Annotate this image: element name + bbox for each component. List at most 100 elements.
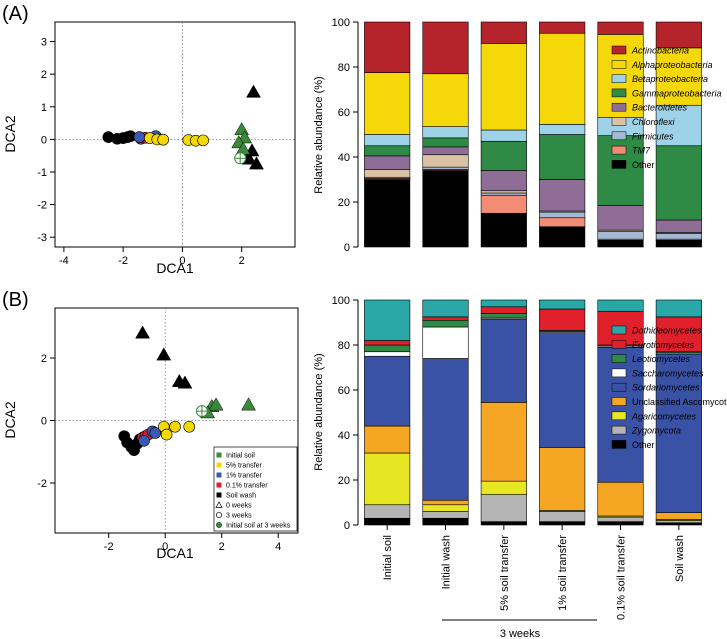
legend-swatch: [611, 397, 627, 406]
bar-segment: [480, 170, 527, 192]
data-point-triangle: [249, 156, 264, 170]
bar-segment: [655, 233, 702, 240]
bar-segment: [655, 145, 702, 221]
bar-segment: [422, 166, 469, 170]
bar-segment: [539, 124, 586, 135]
data-point-circle: [138, 435, 150, 447]
legend-swatch: [611, 340, 627, 349]
bar-segment: [597, 230, 644, 240]
legend-swatch: [611, 145, 627, 155]
legend-label: Firmicutes: [632, 131, 674, 141]
three-weeks-label: 3 weeks: [500, 628, 541, 639]
bar-segment: [597, 521, 644, 526]
bar-segment: [422, 154, 469, 168]
bar-segment: [364, 299, 411, 341]
bar-y-tick-label: 40: [338, 430, 350, 442]
y-tick-label: 0: [41, 416, 47, 428]
bar-segment: [655, 520, 702, 524]
legend-label: TM7: [632, 146, 651, 156]
legend-swatch: [216, 472, 222, 478]
bar-segment: [480, 480, 527, 495]
bar-segment: [364, 340, 411, 346]
bar-segment: [655, 299, 702, 318]
bar-segment: [422, 358, 469, 501]
bar-segment: [422, 146, 469, 156]
y-tick-label: -2: [37, 200, 47, 212]
bar-segment: [364, 72, 411, 135]
bar-segment: [539, 511, 586, 522]
legend-swatch: [611, 425, 627, 435]
bar-segment: [480, 402, 527, 482]
bar-segment: [422, 319, 469, 328]
y-tick-label: 2: [41, 69, 47, 81]
legend-label: Eurotiomycetes: [632, 340, 695, 350]
legend-label: Bacteroidetes: [632, 103, 688, 113]
bar-segment: [364, 504, 411, 519]
legend-label: Actinobacteria: [631, 46, 689, 56]
y-tick-label: 2: [41, 353, 47, 365]
bar-segment: [480, 212, 527, 248]
data-point-triangle: [241, 397, 256, 411]
legend-swatch: [611, 88, 627, 98]
bar-segment: [597, 481, 644, 517]
y-tick-label: 1: [41, 102, 47, 114]
bar-y-tick-label: 80: [338, 340, 350, 352]
legend-swatch: [611, 440, 627, 449]
legend-swatch: [611, 74, 627, 83]
bar-segment: [539, 521, 586, 526]
bar-segment: [597, 205, 644, 231]
data-point-circle: [160, 428, 173, 441]
data-point-circle: [169, 420, 181, 433]
y-axis-label-a: DCA2: [2, 115, 18, 153]
legend-swatch: [611, 60, 627, 69]
bar-segment: [539, 21, 586, 34]
bar-segment: [364, 344, 411, 353]
bar-segment: [597, 299, 644, 312]
bar-y-tick-label: 40: [338, 152, 350, 164]
bar-segment: [480, 43, 527, 131]
x-tick-label: 2: [239, 255, 245, 267]
legend-swatch: [216, 462, 222, 468]
legend-label: Dothideomycetes: [632, 326, 702, 336]
legend-swatch: [611, 160, 627, 169]
x-tick-label: 0: [179, 255, 185, 267]
bar-segment: [655, 239, 702, 248]
legend-label: Other: [632, 440, 655, 450]
legend-swatch: [611, 102, 627, 112]
y-tick-label: -2: [37, 478, 47, 490]
legend-swatch: [611, 382, 627, 392]
bar-segment: [655, 21, 702, 49]
data-point-triangle: [135, 325, 151, 339]
data-point-triangle: [177, 375, 193, 389]
points-a: [102, 84, 264, 170]
x-tick-label: 0: [162, 541, 168, 553]
bar-segment: [539, 226, 586, 248]
legend-label: Chloroflexi: [632, 117, 676, 127]
bar-segment: [422, 316, 469, 321]
data-point-circle: [157, 133, 169, 146]
x-tick-label: -2: [118, 255, 128, 267]
bar-segment: [364, 351, 411, 357]
legend-swatch: [611, 325, 627, 335]
y-tick-label: -3: [37, 232, 47, 244]
bar-y-tick-label: 60: [338, 385, 350, 397]
legend-label: Saccharomycetes: [632, 368, 704, 378]
plot-frame-a: [54, 21, 296, 248]
legend-label: 3 weeks: [226, 513, 252, 520]
bars-b: [364, 299, 702, 526]
bar-segment: [480, 494, 527, 522]
bar-segment: [597, 516, 644, 522]
y-axis-label-b: DCA2: [2, 401, 18, 439]
bar-segment: [655, 219, 702, 233]
x-tick-label: 4: [275, 541, 281, 553]
bar-segment: [480, 140, 527, 171]
bar-segment: [364, 179, 411, 248]
bar-segment: [422, 326, 469, 359]
bar-segment: [422, 504, 469, 512]
bar-segment: [655, 512, 702, 520]
legend-swatch: [611, 368, 627, 378]
legend-label: Betaproteobacteria: [632, 74, 708, 84]
bar-segment: [364, 425, 411, 454]
bar-segment: [655, 104, 702, 147]
